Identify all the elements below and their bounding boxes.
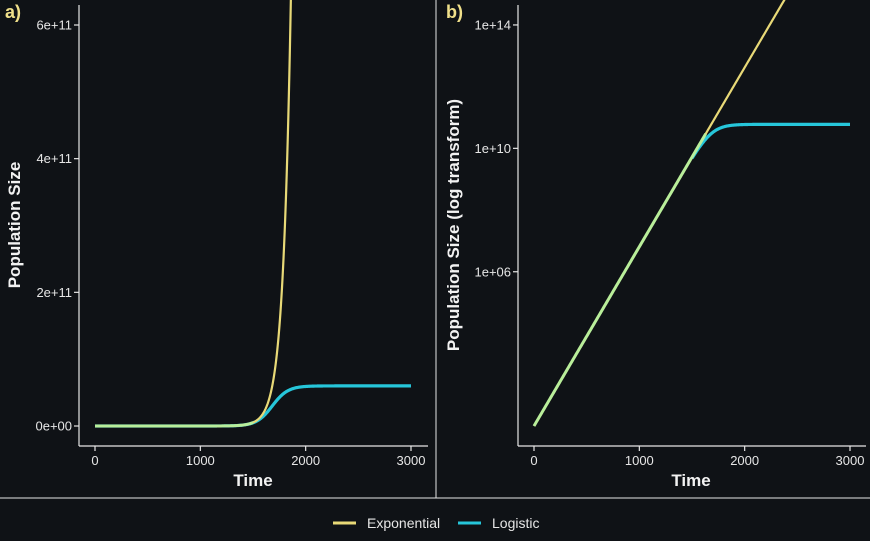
- x-tick-label: 3000: [836, 453, 865, 468]
- panel-a-x-axis-title: Time: [233, 471, 272, 490]
- panel-a-series: [95, 0, 411, 428]
- overlap-line: [532, 133, 707, 427]
- panel-a: a) 0 1000 2000 3000 0e+00 2e+11 4e+11 6e+11 Ti…: [5, 0, 428, 490]
- panel-a-y-ticks: 0e+00 2e+11 4e+11 6e+11: [35, 18, 79, 434]
- legend-label-exponential: Exponential: [367, 515, 440, 531]
- panel-b-x-axis-title: Time: [671, 471, 710, 490]
- panel-a-x-ticks: 0 1000 2000 3000: [91, 446, 425, 468]
- legend: Exponential Logistic: [333, 515, 539, 531]
- x-tick-label: 2000: [730, 453, 759, 468]
- x-tick-label: 1000: [625, 453, 654, 468]
- y-tick-label: 4e+11: [36, 151, 72, 166]
- x-tick-label: 2000: [291, 453, 320, 468]
- y-tick-label: 1e+10: [474, 141, 511, 156]
- logistic-line: [690, 122, 850, 160]
- y-tick-label: 0e+00: [35, 419, 72, 434]
- y-tick-label: 2e+11: [36, 285, 72, 300]
- panel-b: b) 0 1000 2000 3000 1e+06 1e+10 1e+14 Time Po…: [444, 0, 866, 490]
- legend-label-logistic: Logistic: [492, 515, 539, 531]
- panel-b-y-axis-title: Population Size (log transform): [444, 99, 463, 351]
- panel-b-y-ticks: 1e+06 1e+10 1e+14: [474, 17, 518, 279]
- y-tick-label: 1e+06: [474, 264, 511, 279]
- panel-b-series: [532, 0, 850, 427]
- x-tick-label: 1000: [186, 453, 215, 468]
- panel-b-tag: b): [446, 2, 463, 22]
- overlap-line: [95, 421, 254, 428]
- y-tick-label: 1e+14: [474, 17, 511, 32]
- y-tick-label: 6e+11: [36, 18, 72, 33]
- x-tick-label: 3000: [397, 453, 426, 468]
- panel-a-y-axis-title: Population Size: [5, 162, 24, 289]
- x-tick-label: 0: [530, 453, 537, 468]
- panel-b-x-ticks: 0 1000 2000 3000: [530, 446, 864, 468]
- panel-a-tag: a): [5, 2, 21, 22]
- x-tick-label: 0: [91, 453, 98, 468]
